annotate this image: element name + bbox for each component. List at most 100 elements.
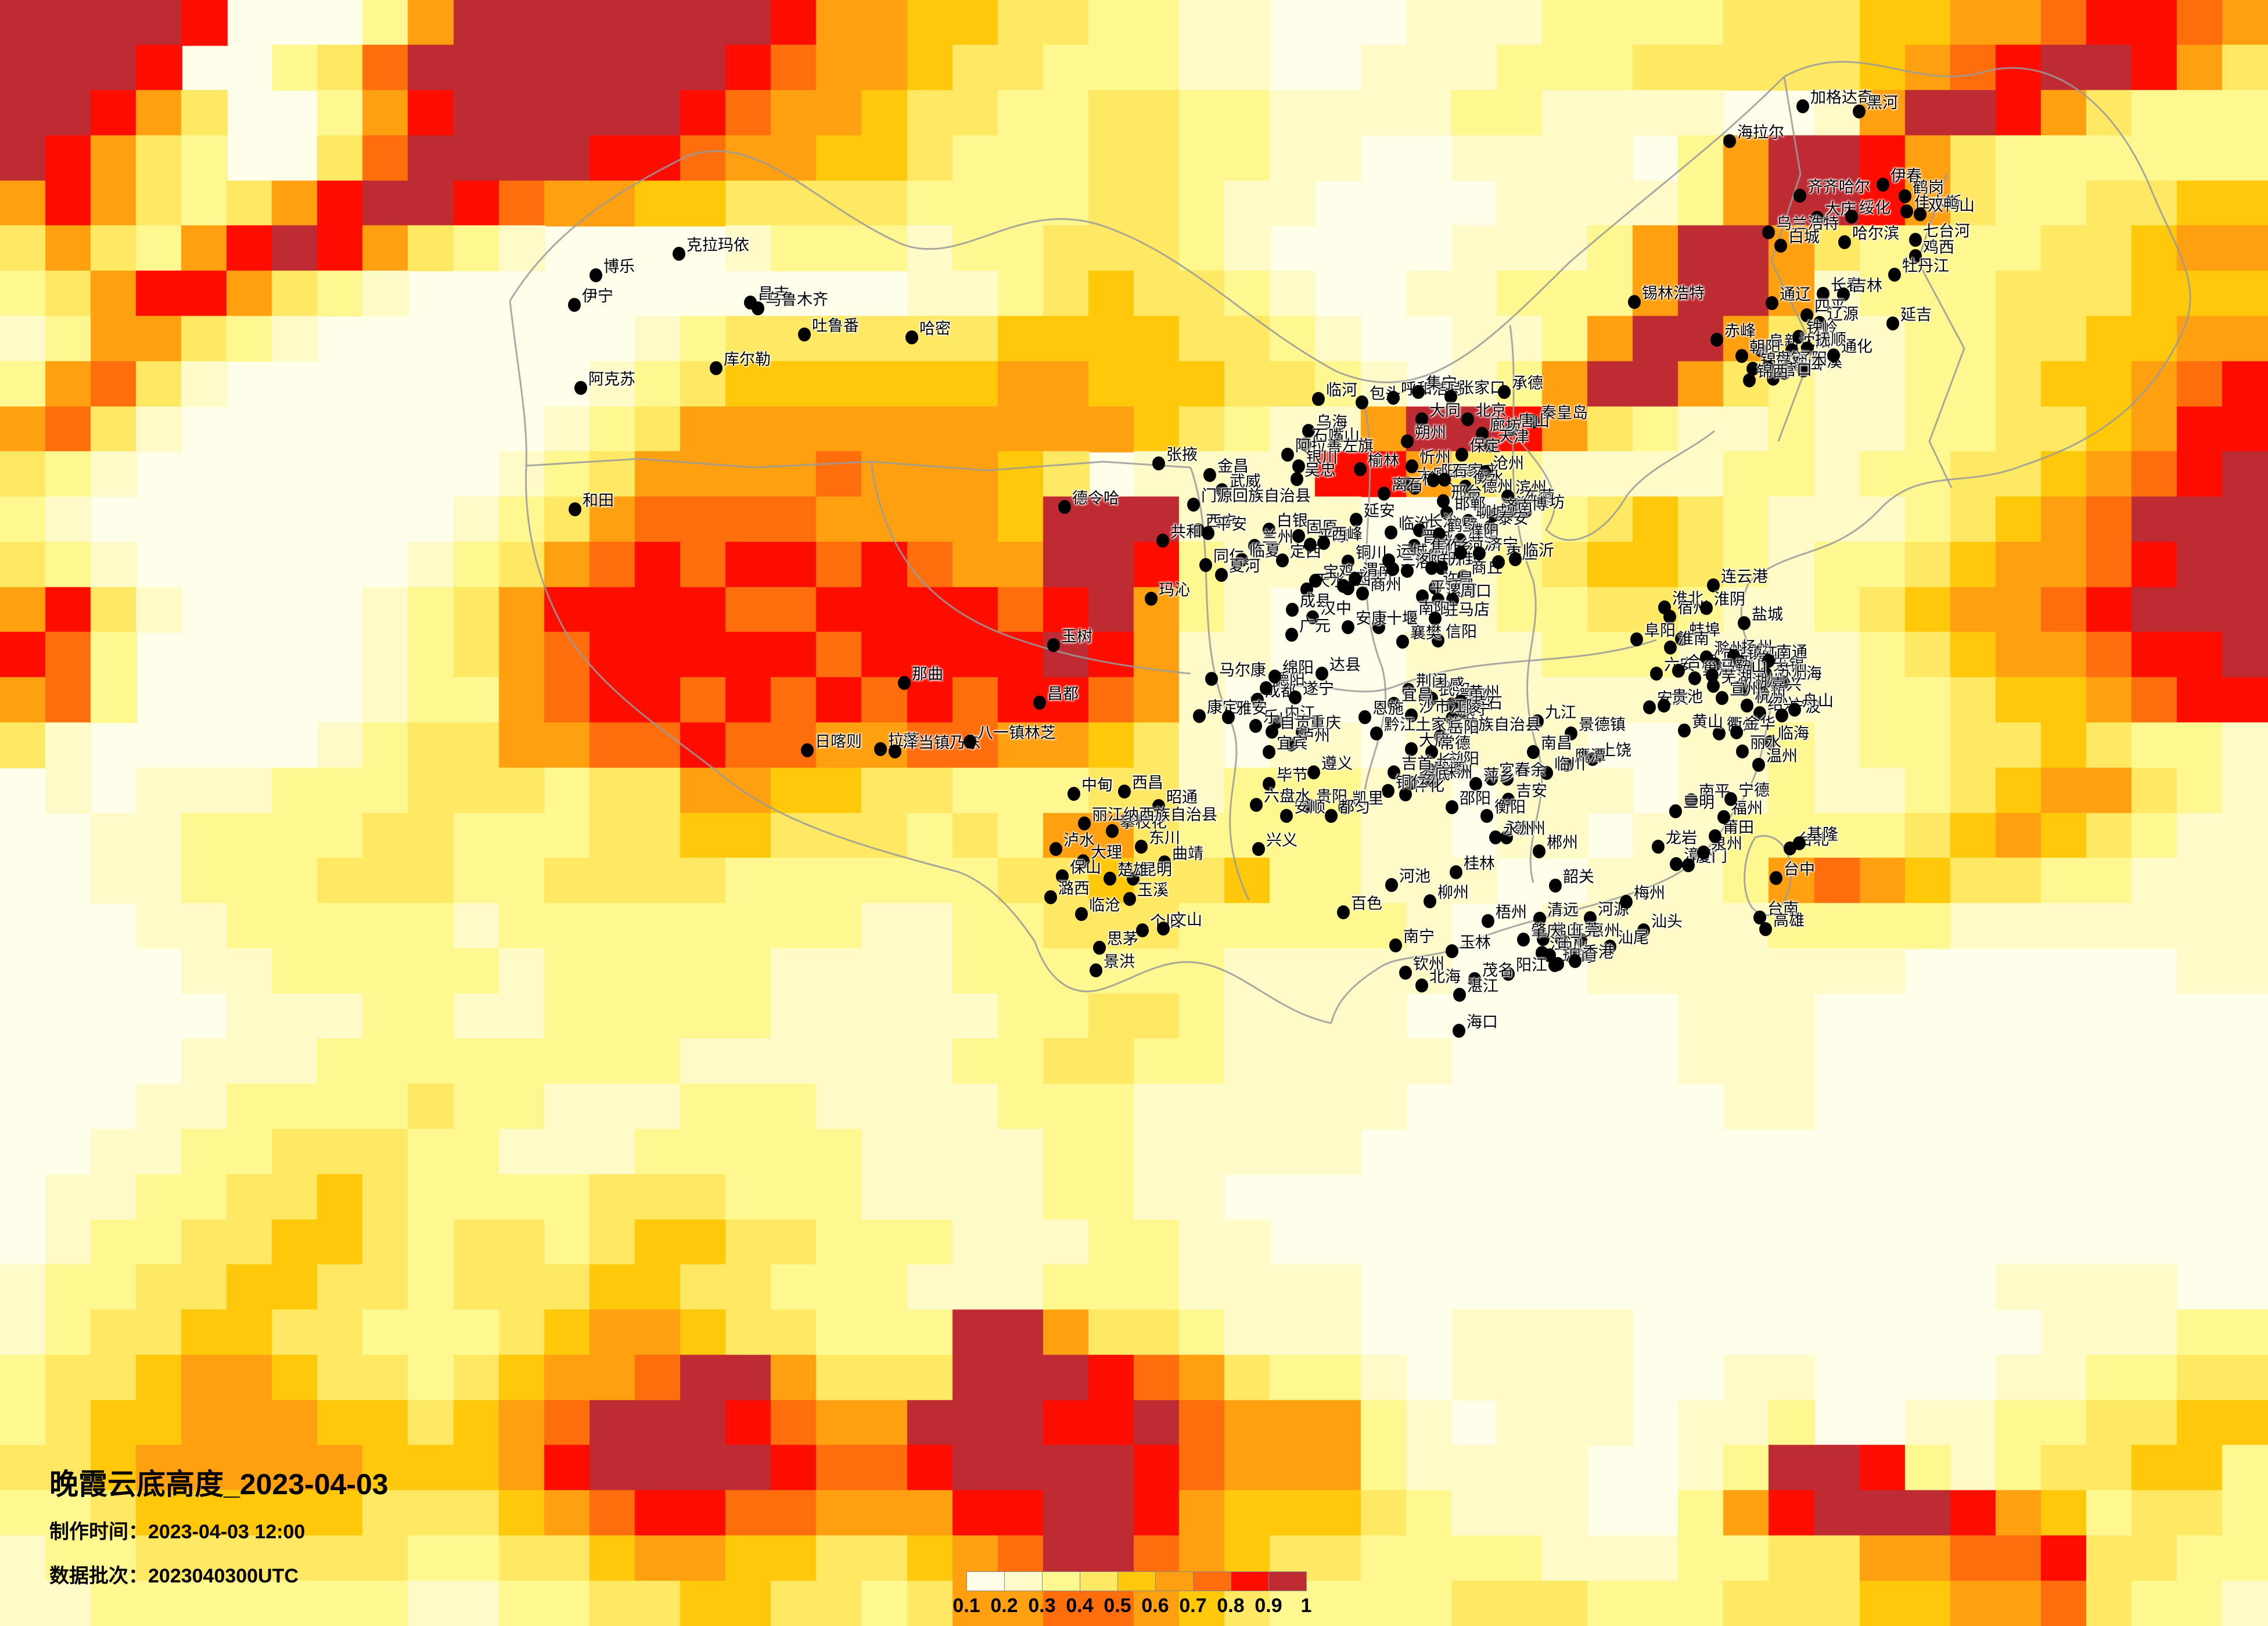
city-label: 鹰潭 xyxy=(1575,747,1606,765)
city-label: 共和 xyxy=(1170,523,1202,541)
city-dot xyxy=(1800,308,1813,322)
city-label: 许昌 xyxy=(1443,570,1474,588)
city-dot xyxy=(1250,798,1263,812)
city-dot xyxy=(1435,561,1448,575)
city-label: 驻马店 xyxy=(1443,601,1490,618)
city-dot xyxy=(1669,804,1682,818)
city-dot xyxy=(1827,348,1840,362)
city-dot xyxy=(1402,683,1415,697)
city-label: 内江 xyxy=(1284,704,1315,722)
city-marker: 南宁 xyxy=(1389,929,1435,952)
city-dot xyxy=(1118,785,1131,798)
city-marker: 香港 xyxy=(1569,945,1614,968)
city-dot xyxy=(1263,745,1275,759)
city-label: 秦皇岛 xyxy=(1541,404,1588,422)
city-dot xyxy=(801,743,814,757)
city-dot xyxy=(1707,578,1720,592)
city-marker: 宜春 xyxy=(1485,762,1530,786)
city-dot xyxy=(1389,938,1402,952)
city-label: 吉林 xyxy=(1851,277,1882,294)
city-dot xyxy=(1766,296,1778,310)
city-dot xyxy=(1500,830,1513,844)
city-marker: 铁岭 xyxy=(1792,321,1838,344)
city-label: 辽源 xyxy=(1827,305,1859,323)
city-label: 鹤壁 xyxy=(1447,517,1478,534)
city-dot xyxy=(1286,603,1299,617)
city-marker: 西昌 xyxy=(1118,775,1163,798)
city-marker: 南平 xyxy=(1685,784,1730,807)
city-label: 库尔勒 xyxy=(724,351,771,368)
city-label: 信阳 xyxy=(1446,623,1477,641)
city-dot xyxy=(1356,395,1368,409)
city-dot xyxy=(1492,555,1505,569)
city-dot xyxy=(1762,225,1775,239)
city-label: 榆林 xyxy=(1368,452,1399,469)
city-marker: 乌鲁木齐 xyxy=(752,292,828,315)
city-marker: 岳阳 xyxy=(1434,720,1479,743)
city-dot xyxy=(1135,840,1148,854)
city-label: 台中 xyxy=(1784,861,1815,878)
city-dot xyxy=(1742,661,1755,675)
city-dot xyxy=(1468,488,1480,502)
city-dot xyxy=(1428,548,1441,562)
city-marker: 曲靖 xyxy=(1158,846,1203,869)
city-marker: 钦州 xyxy=(1399,956,1444,980)
city-label: 天津 xyxy=(1498,428,1529,445)
city-label: 宜春 xyxy=(1499,761,1530,779)
city-dot xyxy=(1724,792,1737,806)
city-dot xyxy=(1738,616,1751,630)
city-label: 金华 xyxy=(1744,715,1775,732)
city-marker: 哈尔滨 xyxy=(1838,226,1899,249)
city-marker: 澳门 xyxy=(1551,948,1597,971)
city-label: 肇庆 xyxy=(1531,922,1562,940)
city-marker: 丽江纳西族自治县 xyxy=(1078,807,1217,830)
city-marker: 怀化 xyxy=(1399,778,1444,801)
city-dot xyxy=(1735,349,1748,363)
city-dot xyxy=(1484,438,1497,452)
city-dot xyxy=(1482,914,1494,928)
city-dot xyxy=(1652,840,1665,854)
city-label: 曲靖 xyxy=(1172,845,1203,862)
city-label: 博乐 xyxy=(603,258,635,275)
city-dot xyxy=(1509,552,1522,566)
city-marker: 济南 xyxy=(1487,499,1533,522)
city-dot xyxy=(1372,620,1385,634)
legend-swatch xyxy=(1231,1571,1269,1591)
made-time-label: 制作时间： xyxy=(49,1521,148,1543)
city-label: 伊春 xyxy=(1890,167,1922,185)
city-label: 株洲 xyxy=(1441,764,1472,781)
city-dot xyxy=(1424,894,1436,908)
city-dot xyxy=(1444,390,1457,404)
city-dot xyxy=(1909,249,1922,263)
city-dot xyxy=(1342,555,1354,569)
city-marker: 阜阳 xyxy=(1630,623,1676,646)
city-dot xyxy=(1370,726,1383,740)
city-marker: 离石 xyxy=(1378,477,1423,501)
city-marker: 宣州 xyxy=(1716,682,1761,705)
city-marker: 楚雄 xyxy=(1104,862,1149,886)
city-label: 柳州 xyxy=(1437,884,1469,901)
city-marker: 淮阴 xyxy=(1700,592,1745,615)
city-dot xyxy=(1801,341,1814,355)
city-label: 淮北 xyxy=(1672,590,1703,607)
city-dot xyxy=(1401,434,1414,448)
city-dot xyxy=(1853,105,1866,118)
city-label: 乌兰浩特 xyxy=(1776,215,1839,232)
city-label: 宜宾 xyxy=(1277,735,1308,752)
city-dot xyxy=(1249,719,1262,733)
city-dot xyxy=(1774,239,1787,253)
city-label: 昌吉 xyxy=(758,285,789,303)
city-dot xyxy=(1432,593,1444,607)
city-dot xyxy=(1104,872,1116,886)
city-label: 淮阴 xyxy=(1714,591,1745,608)
city-label: 阿克苏 xyxy=(588,370,635,388)
city-marker: 毕节 xyxy=(1263,768,1308,791)
city-label: 宁德 xyxy=(1738,782,1770,799)
city-dot xyxy=(1429,581,1442,595)
city-marker: 包头 xyxy=(1356,386,1401,409)
city-marker: 伊春 xyxy=(1877,168,1922,192)
city-marker: 台南 xyxy=(1753,901,1799,924)
city-label: 临河 xyxy=(1326,382,1357,399)
city-marker: 廊坊 xyxy=(1476,418,1521,441)
city-label: 思茅 xyxy=(1107,930,1138,948)
